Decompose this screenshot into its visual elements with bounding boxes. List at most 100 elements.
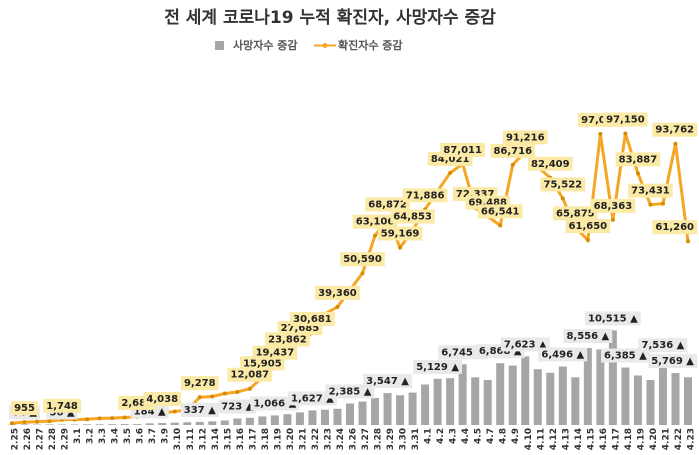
line-marker (585, 238, 590, 243)
data-label-box (352, 214, 398, 229)
data-label: 97,150 (603, 112, 648, 127)
x-tick-label: 4.22 (674, 428, 684, 450)
data-label: 68,363 (590, 198, 636, 213)
data-label-text: 955 (14, 403, 35, 414)
bar (371, 398, 380, 425)
data-label-text: 27,685 (281, 323, 320, 334)
x-tick-label: 4.1 (424, 428, 434, 444)
bar (195, 421, 204, 425)
data-label: 8,556 ▲ (563, 328, 613, 343)
x-tick-label: 4.12 (549, 428, 559, 450)
bar (383, 393, 392, 425)
data-label: 64,853 (390, 209, 435, 224)
legend-marker (322, 43, 328, 48)
data-label-text: 71,886 (406, 190, 445, 201)
data-label-box (315, 285, 360, 300)
bar (396, 395, 405, 425)
bar (496, 363, 505, 425)
x-tick-label: 3.1 (73, 428, 83, 444)
line-marker (110, 416, 115, 421)
data-label-box (363, 374, 412, 389)
x-tick-label: 4.8 (499, 428, 509, 444)
data-label-text: 30,681 (293, 314, 332, 325)
bar (583, 347, 592, 425)
data-label-box (290, 311, 335, 326)
legend-label: 사망자수 증감 (233, 38, 298, 52)
data-label: 7,536 ▲ (638, 338, 688, 353)
x-tick-label: 4.18 (624, 428, 634, 450)
data-label-box (265, 332, 310, 347)
x-tick-label: 4.3 (449, 428, 459, 444)
x-tick-label: 4.7 (486, 428, 496, 444)
x-tick-label: 3.31 (411, 428, 421, 450)
data-label: 7,623 ▲ (500, 337, 550, 352)
x-tick-label: 3.9 (161, 428, 171, 444)
data-label-box (440, 142, 485, 157)
data-label-text: 56 ▲ (50, 407, 75, 418)
x-tick-label: 4.4 (461, 428, 471, 444)
data-label: 50,590 (340, 252, 385, 267)
data-label: 4,038 (143, 391, 182, 406)
data-label: 15,905 (240, 356, 285, 371)
bar (333, 408, 342, 425)
data-label-text: 61,650 (569, 221, 608, 232)
data-label: 66,541 (477, 204, 523, 219)
data-label-box (563, 328, 613, 343)
bar (684, 377, 692, 425)
bar (258, 416, 267, 425)
line-marker (686, 239, 690, 244)
bar (295, 412, 304, 425)
x-tick-label: 3.29 (386, 428, 396, 450)
data-label-box (628, 183, 673, 198)
x-tick-label: 2.28 (48, 428, 58, 450)
x-tick-label: 3.12 (198, 428, 208, 450)
line-marker (222, 391, 227, 396)
bar (571, 377, 580, 425)
data-label: 73,431 (628, 183, 673, 198)
x-tick-label: 4.13 (561, 428, 571, 450)
data-label-box (652, 220, 697, 235)
bar (633, 375, 642, 425)
bar (20, 424, 29, 425)
data-label-box (648, 354, 697, 369)
bar (158, 423, 167, 425)
x-tick-label: 3.21 (298, 428, 308, 450)
line-marker (47, 419, 52, 424)
data-label-text: 6,496 ▲ (541, 350, 584, 361)
data-label-text: 39,360 (318, 288, 357, 299)
data-label-box (502, 130, 548, 145)
legend-label: 확진자수 증감 (338, 38, 403, 52)
data-label-text: 12,087 (231, 370, 270, 381)
data-label-text: 68,872 (368, 199, 407, 210)
data-label: 723 ▲ (218, 399, 257, 414)
x-tick-label: 3.14 (211, 428, 221, 450)
data-label-text: 82,409 (531, 159, 570, 170)
data-label-text: 87,011 (443, 145, 482, 156)
bar (421, 384, 430, 425)
data-label-box (438, 345, 488, 360)
data-label: 23,862 (265, 332, 310, 347)
data-label-text: 337 ▲ (184, 405, 216, 416)
data-label-box (252, 345, 298, 360)
data-label-box (585, 311, 641, 326)
data-label: 955 (11, 401, 38, 416)
x-tick-label: 3.11 (186, 428, 196, 450)
bar (346, 403, 354, 425)
bar (433, 378, 442, 425)
data-label: 19,437 (252, 345, 298, 360)
data-label-box (615, 152, 661, 167)
line-marker (97, 416, 102, 421)
bar (170, 422, 179, 425)
data-label-text: 2,689 (121, 398, 153, 409)
data-label-text: 7,536 ▲ (642, 340, 685, 351)
line-marker (235, 390, 240, 394)
data-label: 39,360 (315, 285, 360, 300)
x-tick-label: 4.11 (536, 428, 546, 450)
legend-swatch (215, 41, 224, 50)
bar (208, 421, 217, 425)
data-label-text: 65,875 (556, 208, 595, 219)
data-label-box (390, 209, 435, 224)
data-label-text: 59,169 (381, 228, 420, 239)
bar (145, 423, 154, 425)
data-label: 9,278 (180, 376, 219, 391)
